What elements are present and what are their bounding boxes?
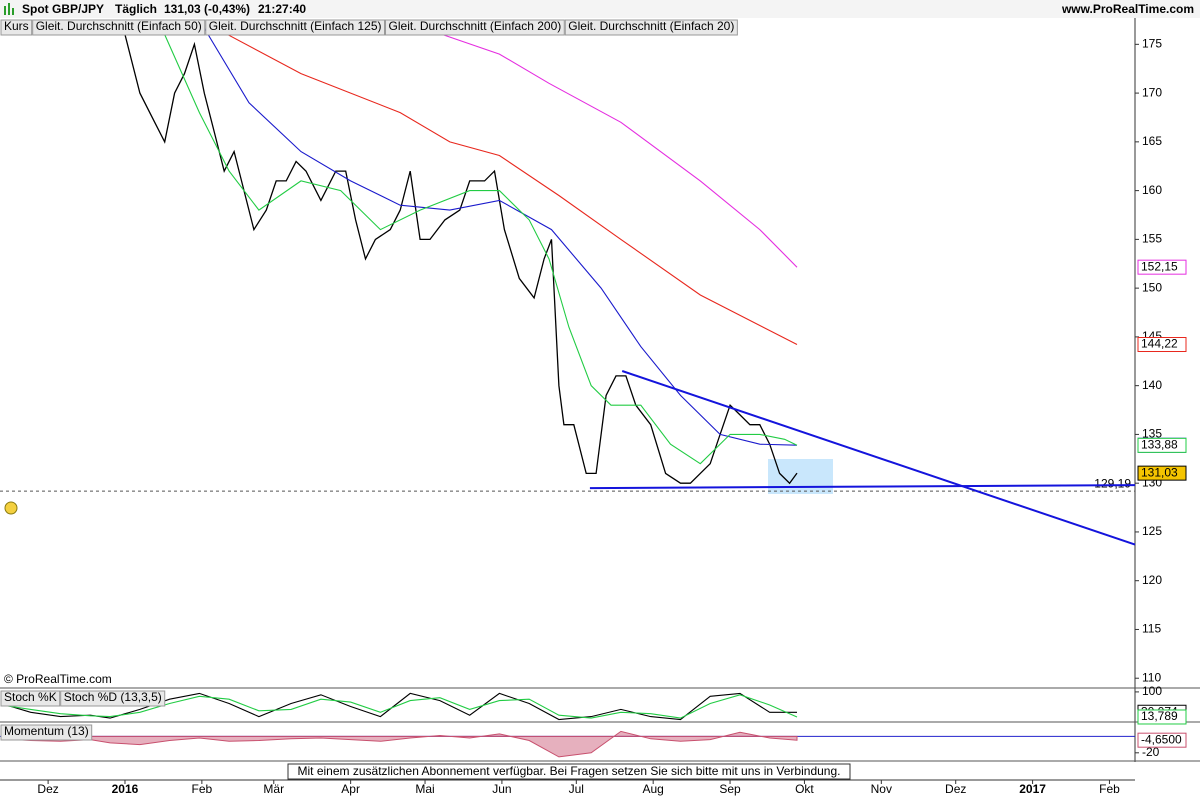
end-label: 133,88 [1141,438,1178,452]
logo-icon [4,3,14,15]
series-line [124,34,798,485]
legend-entry: Stoch %D (13,3,5) [64,690,162,704]
site: www.ProRealTime.com [1061,2,1194,16]
alert-bell [4,501,18,515]
x-tick-label: Mär [263,782,284,796]
end-label-box [1137,709,1187,725]
y-tick-label: 135 [1142,427,1162,441]
end-label: 144,22 [1141,337,1178,351]
trendline [621,370,1136,546]
legend-box [205,19,386,36]
end-label: 152,15 [1141,259,1178,273]
price: 131,03 (-0,43%) [164,2,250,16]
end-label-box [1137,465,1187,481]
legend-box [0,724,93,741]
y-tick-label: 160 [1142,183,1162,197]
series-line [400,19,798,268]
legend-entry: Gleit. Durchschnitt (Einfach 200) [389,19,562,33]
x-tick-label: Feb [1099,782,1120,796]
header-bar [0,0,1200,18]
interval: Täglich [115,2,157,16]
instrument: Spot GBP/JPY [22,2,104,16]
series-line [209,24,798,345]
legend-box [0,19,33,36]
legend-box [0,690,61,707]
x-tick-label: Aug [642,782,663,796]
x-tick-label: Feb [192,782,213,796]
end-label: 131,03 [1141,465,1178,479]
end-label-box [1137,337,1187,353]
series-line [164,34,798,465]
end-label-box [1137,259,1187,275]
x-tick-label: Dez [37,782,58,796]
trendline [589,484,1136,490]
legend-entry: Gleit. Durchschnitt (Einfach 50) [36,19,202,33]
legend-entry: Kurs [4,19,29,33]
x-tick-label: Sep [719,782,741,796]
x-tick-label: Apr [341,782,360,796]
legend-entry: Momentum (13) [4,724,89,738]
x-tick-label: 2016 [112,782,139,796]
x-tick-label: 2017 [1019,782,1046,796]
legend-entry: Gleit. Durchschnitt (Einfach 20) [568,19,734,33]
y-tick-label: 140 [1142,378,1162,392]
y-tick-label: 125 [1142,524,1162,538]
momentum-area [0,730,798,758]
x-tick-label: Dez [945,782,966,796]
time: 21:27:40 [258,2,306,16]
legend-entry: Stoch %K [4,690,57,704]
legend-box [385,19,565,36]
y-tick-label: 115 [1142,622,1161,636]
y-tick-label: 110 [1142,670,1161,684]
y-tick-label: 150 [1142,280,1162,294]
end-label-box [1137,437,1187,453]
series-line [0,692,797,721]
legend-entry: Gleit. Durchschnitt (Einfach 125) [209,19,382,33]
legend-box [60,690,166,707]
x-tick-label: Jun [492,782,511,796]
y-tick-label: 165 [1142,134,1162,148]
copyright: © ProRealTime.com [4,672,112,686]
legend-box [564,19,738,36]
notice: Mit einem zusätzlichen Abonnement verfüg… [298,764,841,778]
y-tick-label: 175 [1142,37,1162,51]
legend-box [32,19,206,36]
y-tick-label: 170 [1142,85,1162,99]
reference-label: 129,19 [1094,476,1131,490]
y-tick-label: -20 [1142,745,1160,759]
y-tick-label: 120 [1142,573,1162,587]
series-line [0,694,798,719]
end-label: -4,6500 [1141,732,1182,746]
y-tick-label: 100 [1142,684,1162,698]
end-label: 13,789 [1141,709,1178,723]
highlight-box [768,459,833,494]
x-tick-label: Nov [871,782,892,796]
x-tick-label: Jul [569,782,584,796]
notice-box [287,763,851,780]
x-tick-label: Okt [795,782,814,796]
y-tick-label: 155 [1142,232,1162,246]
series-line [198,19,798,446]
end-label-box [1137,732,1187,748]
x-tick-label: Mai [415,782,434,796]
